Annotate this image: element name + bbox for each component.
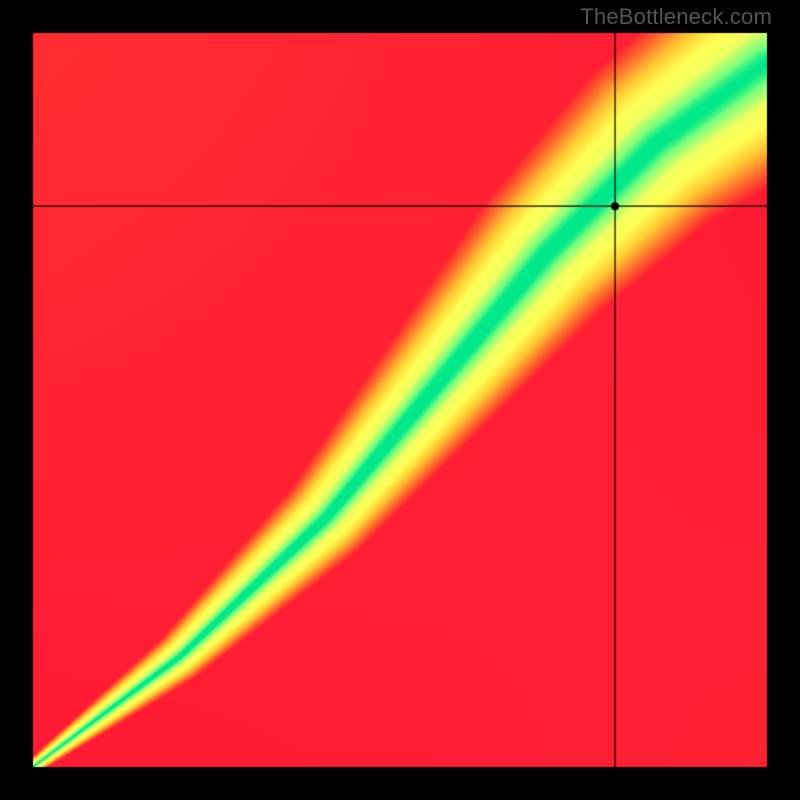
bottleneck-heatmap — [0, 0, 800, 800]
watermark-text: TheBottleneck.com — [580, 4, 772, 30]
